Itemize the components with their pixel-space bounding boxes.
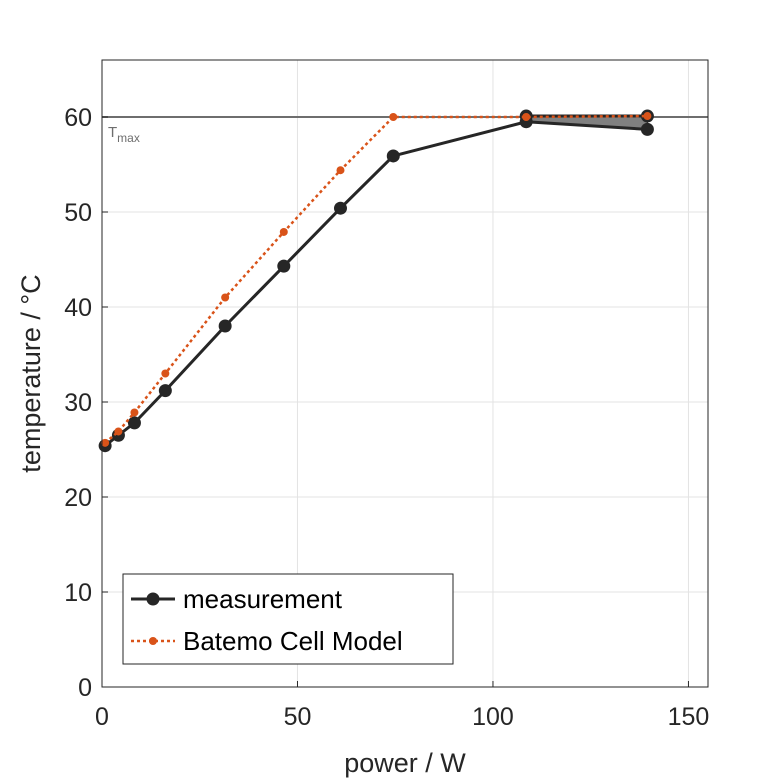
data-point [130,408,139,417]
y-tick-label: 10 [64,579,92,607]
data-point [522,113,531,121]
x-tick-label: 50 [284,703,312,731]
data-point [279,227,288,236]
data-point [101,438,110,447]
data-point [221,293,230,302]
legend-entry: Batemo Cell Model [131,626,403,656]
legend: measurement Batemo Cell Model [122,573,454,665]
legend-entry: measurement [131,584,343,614]
data-point [336,166,345,175]
y-tick-label: 30 [64,389,92,417]
y-tick-label: 50 [64,199,92,227]
legend-label: Batemo Cell Model [183,626,403,656]
data-point [114,427,123,436]
data-point [277,259,291,273]
x-tick-label: 150 [668,703,710,731]
plot-frame [101,59,709,688]
y-tick-label: 20 [64,484,92,512]
x-tick-label: 100 [472,703,514,731]
legend-marker [149,637,157,645]
data-point [218,319,232,333]
legend-box [122,573,454,665]
y-tick-label: 60 [64,104,92,132]
legend-label: measurement [183,584,343,614]
series-line [104,120,648,447]
data-point [389,113,398,121]
data-point [386,149,400,163]
y-axis-label: temperature / °C [16,274,46,472]
x-tick-label: 0 [95,703,109,731]
tmax-label-subscript: max [117,131,140,145]
data-point [640,122,654,136]
legend-marker [146,592,160,606]
series [98,109,654,453]
data-point [127,416,141,430]
y-tick-label: 0 [78,674,92,702]
series-line [104,114,648,444]
tmax-label-main: T [108,124,117,141]
series-batemo-cell-model [101,112,652,447]
data-point [333,201,347,215]
y-tick-label: 40 [64,294,92,322]
x-axis-label: power / W [344,748,466,778]
data-point [158,384,172,398]
data-point [643,112,652,121]
axis-ticks: 0 50 100 150 0 10 20 30 40 50 60 [64,104,709,731]
data-point [161,369,170,378]
tmax-label: Tmax [108,124,140,145]
